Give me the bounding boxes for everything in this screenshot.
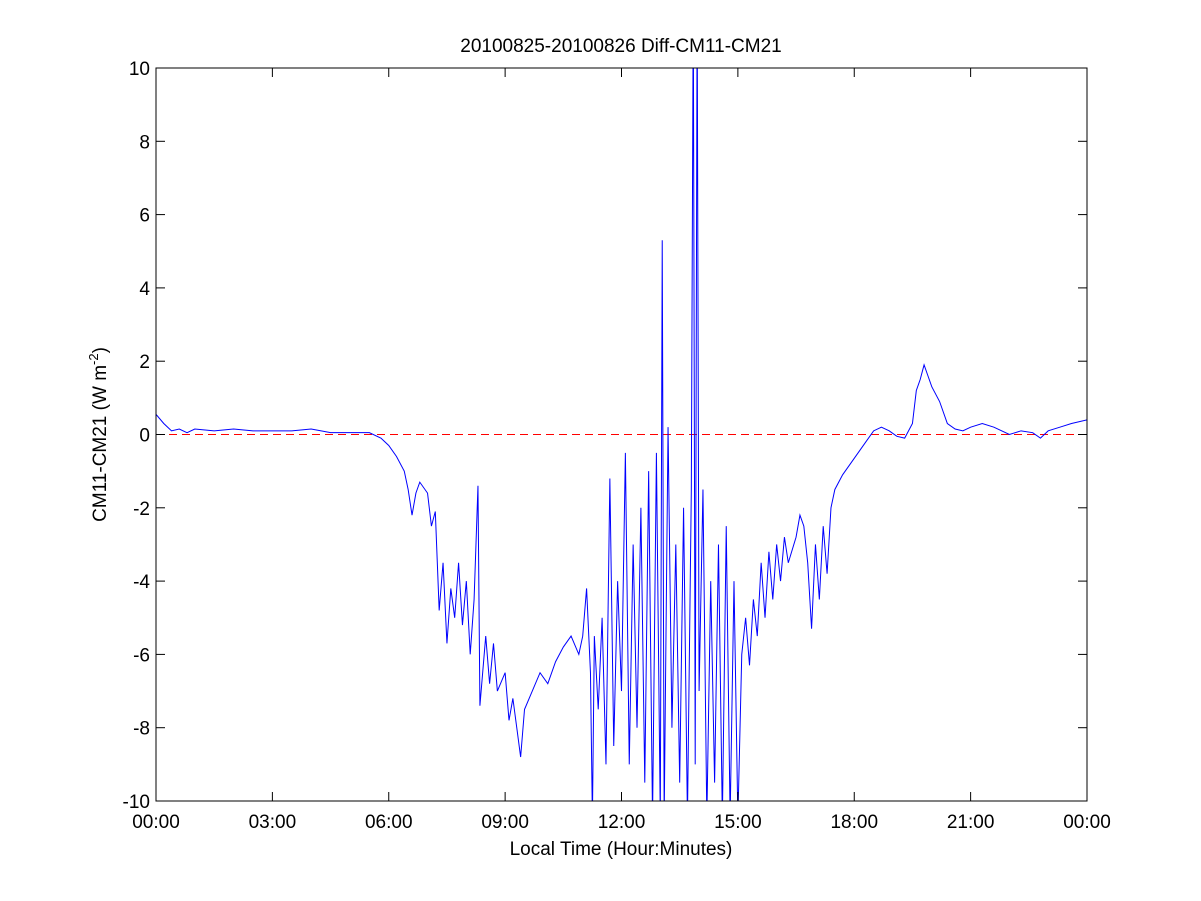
x-tick-label: 21:00 bbox=[947, 812, 995, 833]
y-tick-label: -8 bbox=[133, 719, 150, 740]
y-tick-label: -2 bbox=[133, 499, 150, 520]
y-tick-label: 0 bbox=[139, 426, 150, 447]
x-tick-label: 00:00 bbox=[1063, 812, 1111, 833]
y-tick-label: -6 bbox=[133, 645, 150, 666]
y-axis-label-superscript: -2 bbox=[86, 353, 101, 365]
data-line bbox=[156, 68, 1087, 801]
y-tick-label: -4 bbox=[133, 572, 150, 593]
chart-title: 20100825-20100826 Diff-CM11-CM21 bbox=[460, 36, 781, 57]
x-tick-label: 06:00 bbox=[365, 812, 413, 833]
x-axis-label: Local Time (Hour:Minutes) bbox=[510, 839, 733, 860]
y-tick-label: 10 bbox=[129, 59, 150, 80]
x-tick-label: 09:00 bbox=[481, 812, 529, 833]
y-axis-label: CM11-CM21 (W m-2) bbox=[86, 347, 111, 522]
y-axis-label-suffix: ) bbox=[90, 347, 111, 353]
y-tick-label: 8 bbox=[139, 132, 150, 153]
y-tick-label: 4 bbox=[139, 279, 150, 300]
y-axis-label-text: CM11-CM21 (W m bbox=[90, 365, 111, 522]
x-tick-label: 00:00 bbox=[132, 812, 180, 833]
x-tick-label: 03:00 bbox=[249, 812, 297, 833]
y-tick-label: 6 bbox=[139, 206, 150, 227]
x-tick-label: 18:00 bbox=[830, 812, 878, 833]
y-tick-label: -10 bbox=[123, 792, 150, 813]
x-tick-label: 12:00 bbox=[598, 812, 646, 833]
y-tick-label: 2 bbox=[139, 352, 150, 373]
x-tick-label: 15:00 bbox=[714, 812, 762, 833]
